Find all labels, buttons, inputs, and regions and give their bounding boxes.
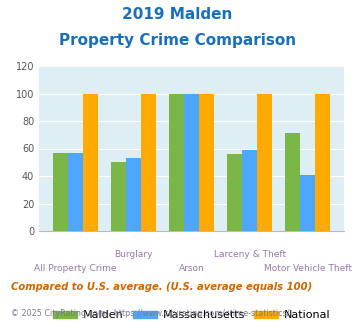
Text: © 2025 CityRating.com - https://www.cityrating.com/crime-statistics/: © 2025 CityRating.com - https://www.city… [11, 309, 289, 317]
Text: Compared to U.S. average. (U.S. average equals 100): Compared to U.S. average. (U.S. average … [11, 282, 312, 292]
Bar [199, 93, 214, 231]
Bar [300, 175, 315, 231]
Text: Motor Vehicle Theft: Motor Vehicle Theft [264, 264, 352, 273]
Bar [242, 150, 257, 231]
Bar [68, 152, 83, 231]
Bar [184, 93, 199, 231]
Text: Property Crime Comparison: Property Crime Comparison [59, 33, 296, 48]
Bar [285, 133, 300, 231]
Bar [126, 158, 141, 231]
Bar [83, 93, 98, 231]
Bar [141, 93, 156, 231]
Bar [227, 154, 242, 231]
Bar [169, 93, 184, 231]
Text: Larceny & Theft: Larceny & Theft [214, 250, 286, 259]
Text: Burglary: Burglary [114, 250, 153, 259]
Text: All Property Crime: All Property Crime [34, 264, 117, 273]
Bar [257, 93, 272, 231]
Bar [111, 162, 126, 231]
Text: Arson: Arson [179, 264, 204, 273]
Text: 2019 Malden: 2019 Malden [122, 7, 233, 21]
Bar [53, 152, 68, 231]
Legend: Malden, Massachusetts, National: Malden, Massachusetts, National [49, 306, 335, 325]
Bar [315, 93, 331, 231]
